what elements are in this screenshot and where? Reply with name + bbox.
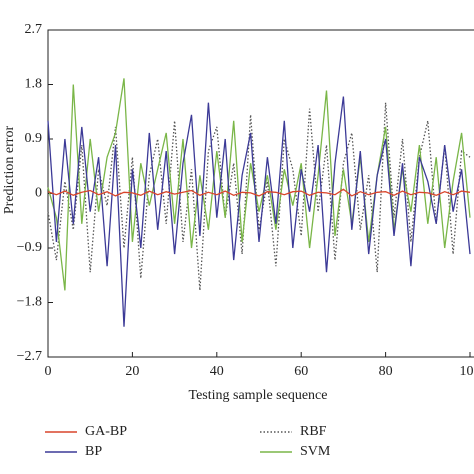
y-tick-label: 2.7	[25, 22, 43, 37]
x-tick-label: 80	[379, 364, 393, 379]
y-tick-label: 0.9	[25, 131, 43, 146]
x-tick-label: 0	[45, 364, 52, 379]
y-tick-label: 1.8	[25, 77, 43, 92]
y-tick-label: −1.8	[17, 295, 42, 310]
x-tick-label: 60	[294, 364, 308, 379]
y-tick-label: −0.9	[17, 240, 42, 255]
x-tick-label: 20	[125, 364, 139, 379]
legend-label: RBF	[300, 424, 327, 439]
y-axis-label: Prediction error	[2, 126, 17, 215]
x-tick-label: 100	[460, 364, 474, 379]
series-line	[47, 96, 471, 327]
series-line	[47, 188, 471, 197]
legend-label: BP	[85, 444, 102, 459]
x-axis-label: Testing sample sequence	[189, 388, 328, 403]
y-tick-label: 0	[35, 186, 42, 201]
y-tick-label: −2.7	[17, 349, 42, 364]
x-tick-label: 40	[210, 364, 224, 379]
legend-label: SVM	[300, 444, 331, 459]
legend-label: GA-BP	[85, 424, 127, 439]
